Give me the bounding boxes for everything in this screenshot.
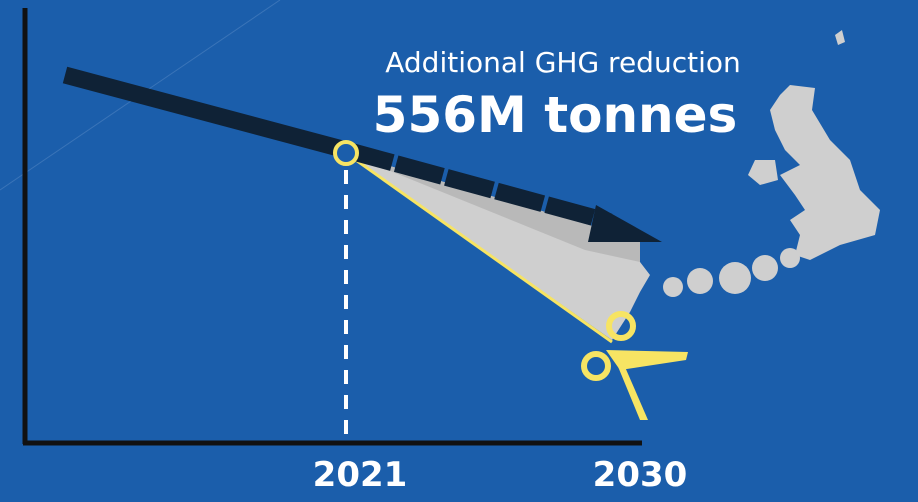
cloud <box>780 248 800 268</box>
scissors-blade <box>606 350 688 370</box>
end-label: 2030 <box>593 455 688 495</box>
cut-line <box>345 151 613 344</box>
start-label: 2021 <box>313 455 408 495</box>
trend-arrow <box>62 66 349 159</box>
subtitle: Additional GHG reduction <box>385 46 740 79</box>
scissors-handle <box>606 311 636 341</box>
start-point <box>333 140 359 166</box>
cloud <box>687 268 713 294</box>
scissors <box>581 311 688 420</box>
trend-arrow-dashed <box>343 141 613 231</box>
reduction-shade <box>346 153 640 262</box>
reduction-area <box>346 153 650 340</box>
scissors-blade <box>612 352 648 420</box>
arrow-head <box>588 205 662 242</box>
uk-map <box>748 30 880 260</box>
scissors-handle <box>581 351 611 381</box>
cloud <box>719 262 751 294</box>
cloud <box>663 277 683 297</box>
cloud <box>752 255 778 281</box>
amount: 556M tonnes <box>373 86 738 144</box>
smoke <box>663 248 800 297</box>
